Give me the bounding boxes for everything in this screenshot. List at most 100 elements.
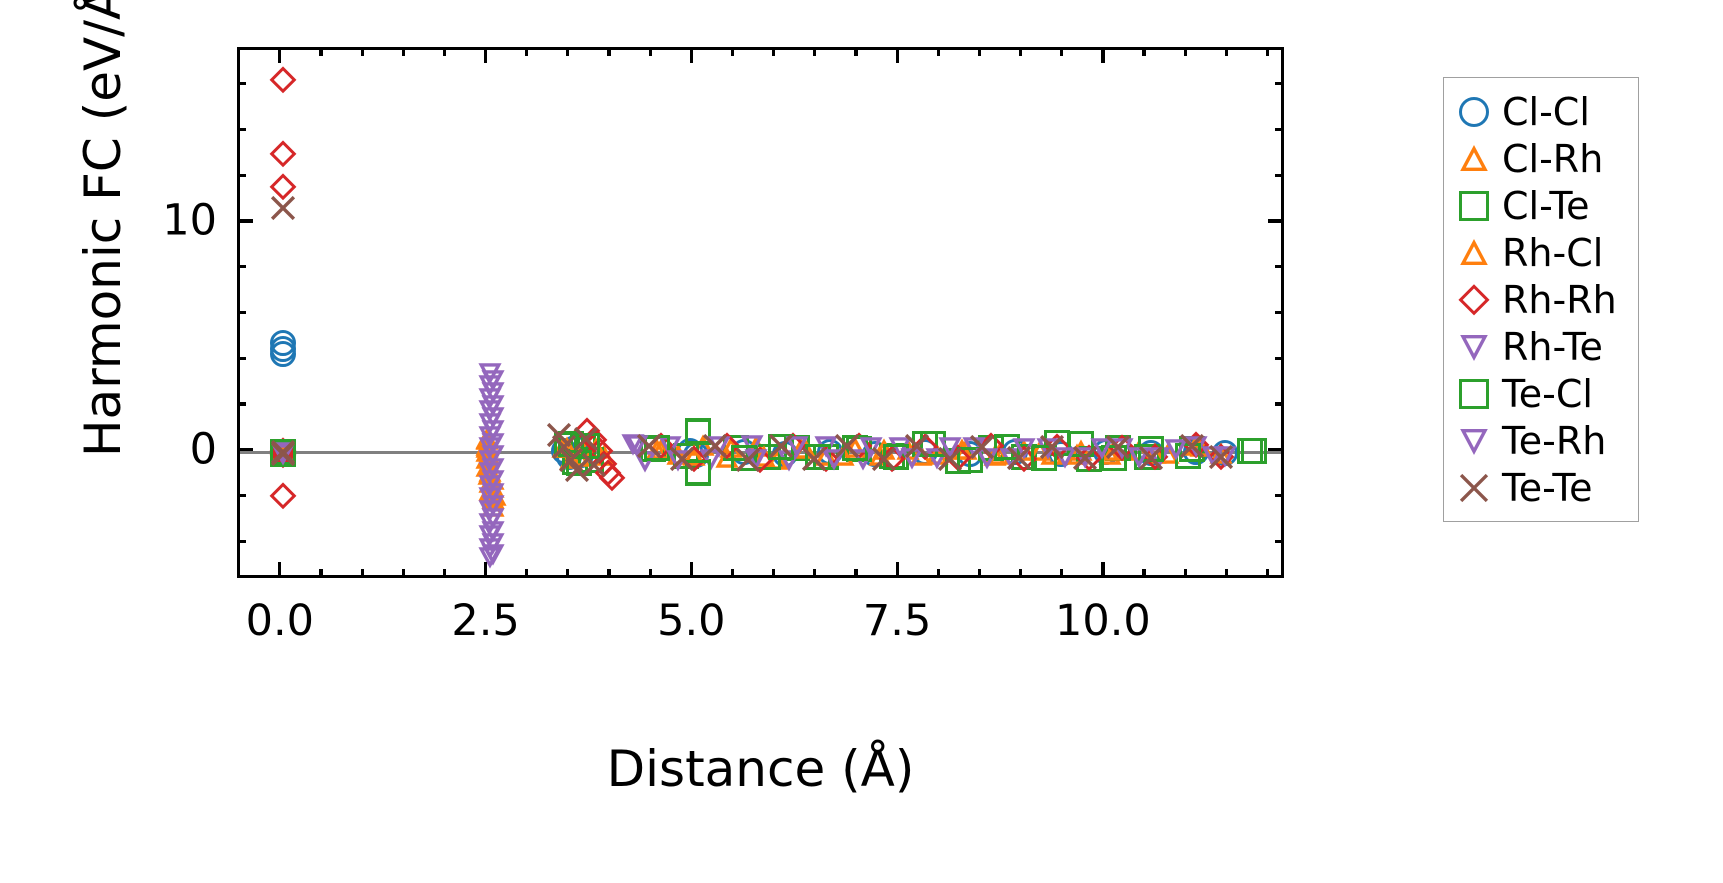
scatter-point-rh-rh [573,417,601,445]
scatter-point-cl-rh [643,436,672,465]
scatter-point-rh-te [476,470,505,499]
scatter-point-te-cl [804,444,831,471]
legend-item-te-te[interactable]: Te-Te [1452,464,1626,511]
scatter-point-te-te [870,446,897,473]
scatter-point-cl-cl [269,341,296,368]
scatter-point-cl-rh [548,434,577,463]
scatter-point-te-te [702,432,729,459]
scatter-point-rh-te [476,483,505,512]
scatter-point-te-cl [994,434,1021,461]
scatter-point-rh-cl [581,435,610,464]
scatter-point-te-cl [644,435,671,462]
scatter-point-te-cl [1138,435,1165,462]
scatter-point-cl-rh [1095,440,1124,469]
scatter-point-te-rh [935,433,964,462]
x-tick-minor [1060,569,1064,578]
scatter-point-cl-te [1179,436,1206,463]
scatter-point-te-te [669,446,696,473]
scatter-point-cl-te [1010,444,1037,471]
scatter-point-cl-rh [951,435,980,464]
scatter-point-te-rh [1124,442,1153,471]
scatter-point-rh-rh [812,445,840,473]
x-tick-minor [442,569,446,578]
tri-down-marker-icon [1452,325,1496,369]
scatter-point-te-rh [742,445,771,474]
x-tick-minor [977,569,982,578]
y-tick-minor-right [1275,402,1284,406]
y-tick-label: 10 [162,195,217,246]
scatter-point-rh-cl [984,441,1013,470]
scatter-point-cl-te [570,432,597,459]
scatter-point-rh-te [476,521,505,550]
scatter-point-te-rh [478,365,507,394]
scatter-point-te-rh [478,403,507,432]
scatter-point-cl-rh [268,441,297,470]
scatter-point-cl-rh [474,460,503,489]
scatter-point-rh-cl [906,441,935,470]
legend-item-cl-cl[interactable]: Cl-Cl [1452,88,1626,135]
scatter-point-te-te [1208,444,1235,471]
scatter-point-rh-rh [269,482,297,510]
scatter-point-rh-cl [565,443,594,472]
scatter-point-te-rh [1050,443,1079,472]
scatter-point-rh-cl [1141,440,1170,469]
scatter-point-cl-rh [476,476,505,505]
scatter-point-cl-te [845,436,872,463]
legend-item-label: Cl-Cl [1502,89,1590,134]
y-tick-major-right [1268,448,1284,452]
legend-item-label: Cl-Rh [1502,136,1604,181]
x-tick-minor-top [566,47,570,56]
scatter-point-rh-cl [476,458,505,487]
x-tick-minor [237,569,241,578]
scatter-point-te-rh [478,503,507,532]
scatter-point-rh-rh [878,445,906,473]
x-tick-major-top [1101,47,1105,63]
scatter-point-rh-te [737,430,766,459]
scatter-point-rh-cl [472,425,501,454]
scatter-point-cl-rh [762,445,791,474]
y-tick-minor [237,539,246,543]
legend-item-label: Cl-Te [1502,183,1590,228]
legend-item-cl-rh[interactable]: Cl-Rh [1452,135,1626,182]
scatter-point-rh-rh [1141,443,1169,471]
x-tick-major [483,562,488,578]
scatter-point-cl-te [813,443,840,470]
legend-item-cl-te[interactable]: Cl-Te [1452,182,1626,229]
scatter-point-cl-rh [1038,440,1067,469]
legend-item-te-cl[interactable]: Te-Cl [1452,370,1626,417]
scatter-point-rh-te [1108,434,1137,463]
scatter-point-cl-rh [980,441,1009,470]
x-tick-minor [648,569,652,578]
scatter-point-rh-rh [1207,443,1235,471]
x-tick-major-top [895,47,899,63]
scatter-point-te-rh [478,491,507,520]
y-tick-minor-right [1275,494,1284,498]
legend-item-rh-te[interactable]: Rh-Te [1452,323,1626,370]
scatter-point-te-rh [478,390,507,419]
x-tick-minor [319,569,323,578]
scatter-point-rh-te [849,444,878,473]
scatter-point-te-rh [704,431,733,460]
scatter-point-te-cl [685,460,712,487]
legend-item-te-rh[interactable]: Te-Rh [1452,417,1626,464]
x-tick-major-top [483,47,488,63]
scatter-point-cl-rh [894,436,923,465]
x-marker-icon [1452,466,1496,510]
scatter-point-rh-cl [947,436,976,465]
scatter-point-rh-te [476,358,505,387]
scatter-point-rh-te [1145,442,1174,471]
scatter-point-rh-te [655,431,684,460]
scatter-point-cl-cl [683,441,709,468]
y-tick-minor-right [1275,127,1284,131]
y-tick-minor-right [1275,539,1284,543]
legend-item-rh-rh[interactable]: Rh-Rh [1452,276,1626,323]
x-tick-label: 0.0 [245,596,314,646]
scatter-point-te-cl [685,418,712,445]
scatter-point-rh-te [997,443,1026,472]
scatter-point-te-cl [1101,444,1128,471]
scatter-point-rh-rh [746,446,774,474]
scatter-point-rh-te [1071,443,1100,472]
scatter-point-rh-rh [944,444,972,472]
legend-item-rh-cl[interactable]: Rh-Cl [1452,229,1626,276]
x-tick-minor-top [813,47,817,56]
